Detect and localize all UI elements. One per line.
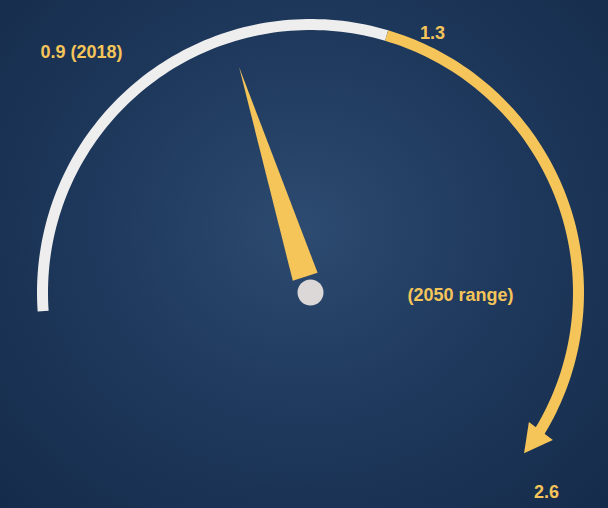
svg-text:1.3: 1.3 xyxy=(420,23,445,43)
svg-text:(2050 range): (2050 range) xyxy=(407,285,513,305)
svg-text:2.6: 2.6 xyxy=(534,482,559,502)
svg-text:0.9 (2018): 0.9 (2018) xyxy=(41,42,123,62)
